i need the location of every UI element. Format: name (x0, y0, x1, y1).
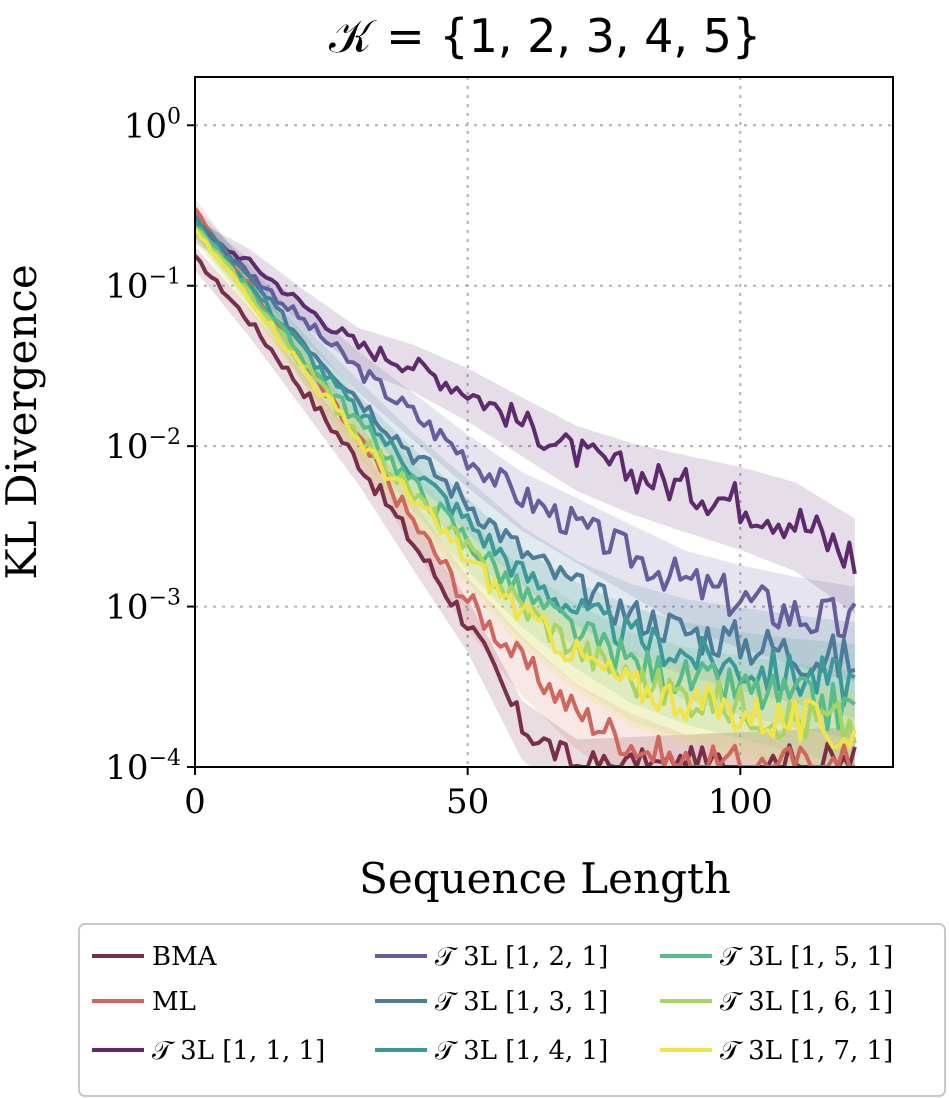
legend-label-1: ML (152, 987, 196, 1017)
series-line-2 (195, 230, 857, 575)
legend-label-5: 𝒯 3L [1, 4, 1] (435, 1036, 608, 1066)
legend-label-3: 𝒯 3L [1, 2, 1] (435, 942, 608, 972)
series-line-3 (195, 223, 857, 639)
x-tick-label-1: 50 (446, 782, 489, 822)
series-lines (195, 207, 857, 767)
axis-ticks: 0 50 100 100 10−1 10−2 10−3 10−4 (105, 104, 772, 822)
y-tick-label-2: 10−2 (105, 425, 181, 467)
legend-label-2: 𝒯 3L [1, 1, 1] (152, 1036, 325, 1066)
y-tick-label-0: 100 (124, 104, 181, 146)
y-axis-label: KL Divergence (0, 264, 46, 580)
legend: BMA ML 𝒯 3L [1, 1, 1] 𝒯 3L [1, 2, 1] 𝒯 3L [1… (92, 942, 893, 1066)
y-tick-label-4: 10−4 (105, 746, 181, 788)
confidence-band-3 (195, 213, 855, 683)
legend-label-0: BMA (152, 942, 218, 972)
y-tick-label-3: 10−3 (105, 586, 181, 628)
series-line-0 (195, 254, 857, 767)
plot-frame (194, 76, 894, 768)
y-tick-label-1: 10−1 (105, 265, 181, 307)
series-line-8 (195, 227, 857, 750)
legend-label-6: 𝒯 3L [1, 5, 1] (720, 942, 893, 972)
confidence-band-5 (195, 210, 855, 740)
x-tick-label-2: 100 (708, 782, 773, 822)
legend-label-7: 𝒯 3L [1, 6, 1] (720, 987, 893, 1017)
legend-label-4: 𝒯 3L [1, 3, 1] (435, 987, 608, 1017)
series-line-6 (195, 225, 857, 732)
chart-title: 𝒦 = {1, 2, 3, 4, 5} (329, 9, 761, 63)
x-axis-label: Sequence Length (359, 854, 731, 903)
legend-label-8: 𝒯 3L [1, 7, 1] (720, 1036, 893, 1066)
legend-box (78, 923, 946, 1097)
series-line-5 (195, 219, 856, 707)
x-tick-label-0: 0 (184, 782, 206, 822)
